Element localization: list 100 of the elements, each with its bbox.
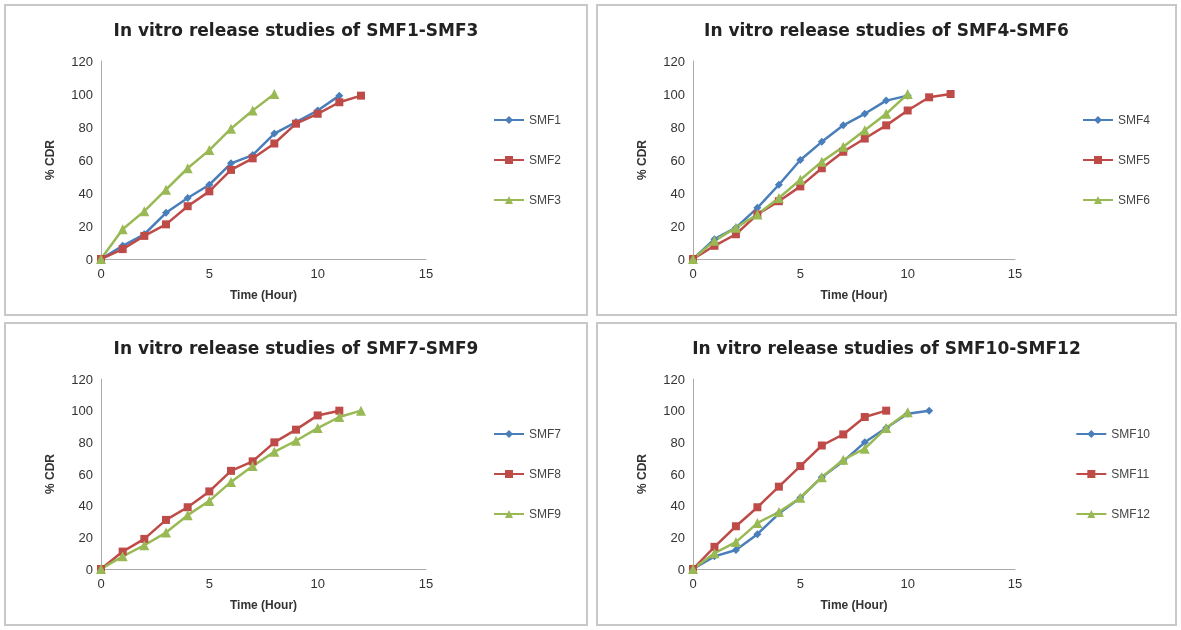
point	[247, 461, 258, 472]
x-tick-label: 10	[310, 576, 325, 591]
point	[816, 156, 827, 167]
y-tick-label: 0	[677, 251, 685, 267]
y-tick-label: 100	[663, 403, 685, 419]
point	[946, 90, 955, 98]
point	[162, 208, 170, 217]
point	[774, 180, 783, 189]
y-tick-label: 100	[71, 86, 93, 102]
x-tick-label: 0	[97, 576, 105, 591]
point	[774, 482, 783, 491]
x-tick-label: 15	[418, 266, 434, 281]
legend-label: SMF7	[529, 427, 562, 441]
point	[860, 438, 869, 447]
legend-label: SMF4	[1118, 113, 1151, 127]
point	[773, 192, 784, 203]
point	[291, 435, 301, 446]
point	[140, 534, 149, 543]
point	[710, 542, 719, 551]
legend-label: SMF5	[1118, 153, 1151, 167]
point	[204, 495, 215, 506]
y-axis-title: % CDR	[43, 139, 57, 181]
legend-label: SMF8	[529, 467, 562, 481]
point	[860, 109, 869, 118]
legend-label: SMF10	[1111, 427, 1151, 441]
point	[859, 125, 870, 136]
point	[269, 89, 280, 99]
point	[139, 206, 150, 217]
x-tick-label: 0	[689, 576, 697, 591]
y-tick-label: 80	[670, 119, 685, 135]
point	[859, 443, 870, 454]
y-axis-title: % CDR	[43, 453, 57, 495]
chart-title: In vitro release studies of SMF1-SMF3	[113, 19, 479, 40]
chart-title: In vitro release studies of SMF4-SMF6	[704, 19, 1069, 40]
point	[270, 139, 279, 148]
point	[226, 476, 236, 487]
y-tick-label: 0	[85, 251, 93, 267]
point	[795, 174, 806, 185]
x-axis-title: Time (Hour)	[229, 598, 298, 612]
point	[161, 527, 171, 538]
point	[183, 202, 192, 211]
x-tick-label: 0	[689, 266, 697, 281]
y-tick-label: 120	[663, 53, 685, 69]
legend-label: SMF6	[1118, 193, 1151, 207]
point	[118, 245, 127, 254]
y-tick-label: 60	[78, 466, 93, 482]
point	[313, 411, 322, 420]
chart-title: In vitro release studies of SMF7-SMF9	[113, 337, 479, 358]
legend-label: SMF11	[1111, 467, 1150, 481]
x-tick-label: 0	[97, 266, 105, 281]
point	[796, 462, 805, 471]
y-tick-label: 20	[670, 529, 685, 545]
legend-label: SMF12	[1111, 507, 1151, 521]
y-tick-label: 60	[78, 152, 93, 168]
point	[269, 446, 280, 457]
point	[753, 503, 762, 512]
legend-label: SMF1	[529, 113, 562, 127]
point	[882, 121, 891, 130]
point	[709, 548, 720, 559]
point	[731, 522, 740, 531]
y-tick-label: 80	[78, 119, 93, 135]
y-tick-label: 20	[78, 218, 93, 234]
point	[860, 134, 869, 143]
y-tick-label: 40	[670, 185, 685, 201]
x-axis-title: Time (Hour)	[820, 598, 888, 612]
x-tick-label: 5	[796, 576, 804, 591]
y-tick-label: 80	[78, 434, 93, 450]
point	[860, 413, 869, 421]
point	[357, 91, 365, 100]
legend-label: SMF9	[529, 507, 562, 521]
y-tick-label: 20	[78, 529, 93, 545]
y-tick-label: 80	[670, 434, 685, 450]
point	[117, 551, 128, 562]
y-axis-title: % CDR	[635, 453, 649, 495]
point	[204, 145, 215, 156]
point	[183, 503, 192, 512]
point	[839, 430, 848, 439]
point	[182, 510, 193, 521]
point	[730, 537, 741, 548]
y-tick-label: 120	[71, 53, 93, 69]
y-tick-label: 40	[78, 498, 93, 514]
x-tick-label: 5	[796, 266, 804, 281]
point	[817, 137, 826, 146]
y-tick-label: 40	[78, 185, 93, 201]
point	[839, 121, 848, 130]
point	[161, 184, 171, 195]
y-tick-label: 20	[670, 218, 685, 234]
x-tick-label: 10	[310, 266, 325, 281]
y-tick-label: 60	[670, 152, 685, 168]
point	[183, 193, 192, 202]
legend-label: SMF3	[529, 193, 562, 207]
point	[753, 530, 762, 539]
x-tick-label: 10	[900, 266, 915, 281]
point	[247, 105, 258, 116]
point	[838, 141, 849, 152]
point	[227, 165, 235, 174]
point	[162, 220, 170, 229]
y-axis-title: % CDR	[635, 139, 649, 181]
y-tick-label: 120	[663, 371, 685, 387]
point	[270, 129, 279, 138]
